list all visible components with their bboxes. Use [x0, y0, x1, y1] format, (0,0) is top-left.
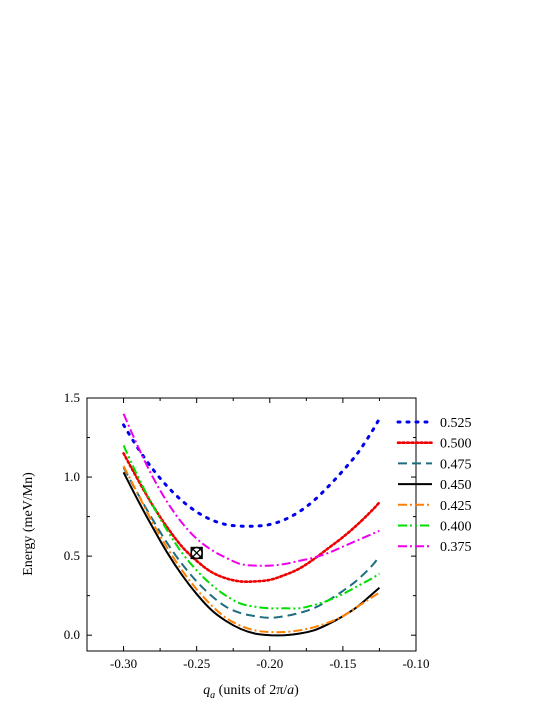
- legend-label: 0.500: [440, 437, 472, 452]
- series-line-0.450: [122, 471, 381, 637]
- y-axis-title: Energy (meV/Mn): [21, 472, 36, 576]
- series-line-0.375: [122, 413, 380, 567]
- legend-item-0.500: 0.500: [396, 437, 472, 452]
- legend-label: 0.525: [440, 416, 472, 431]
- x-tick-label: -0.20: [256, 656, 283, 671]
- y-tick-label: 0.5: [64, 548, 80, 563]
- legend-item-0.475: 0.475: [398, 457, 472, 472]
- y-tick-label: 0.0: [64, 627, 80, 642]
- legend-item-0.375: 0.375: [398, 540, 472, 555]
- legend: 0.525 0.500 0.475 0.450 0.425 0.400 0.375: [396, 416, 472, 555]
- x-axis: -0.30 -0.25 -0.20 -0.15 -0.10: [86, 398, 430, 671]
- series-group: [122, 413, 381, 637]
- legend-label: 0.450: [440, 478, 472, 493]
- legend-label: 0.475: [440, 457, 472, 472]
- marker-circle-x: [190, 546, 203, 560]
- plot-frame: [86, 397, 417, 652]
- y-axis: 0.0 0.5 1.0 1.5: [64, 390, 416, 642]
- legend-label: 0.425: [440, 499, 472, 514]
- legend-item-0.525: 0.525: [396, 416, 472, 431]
- series-line-0.525: [122, 417, 381, 528]
- x-axis-title: qa (units of 2π/a): [203, 683, 299, 701]
- legend-item-0.400: 0.400: [398, 520, 472, 535]
- marker-group: [190, 546, 203, 560]
- legend-label: 0.400: [440, 520, 472, 535]
- legend-item-0.425: 0.425: [398, 499, 472, 514]
- x-tick-label: -0.15: [329, 656, 356, 671]
- legend-item-0.450: 0.450: [398, 478, 472, 493]
- series-line-0.425: [122, 465, 380, 634]
- series-line-0.500: [122, 452, 381, 584]
- series-line-0.475: [122, 467, 381, 619]
- y-tick-label: 1.0: [64, 469, 80, 484]
- x-tick-label: -0.10: [402, 656, 429, 671]
- x-tick-label: -0.25: [183, 656, 210, 671]
- legend-label: 0.375: [440, 540, 472, 555]
- x-tick-label: -0.30: [110, 656, 137, 671]
- series-line-0.400: [122, 445, 380, 610]
- y-tick-label: 1.5: [64, 390, 80, 405]
